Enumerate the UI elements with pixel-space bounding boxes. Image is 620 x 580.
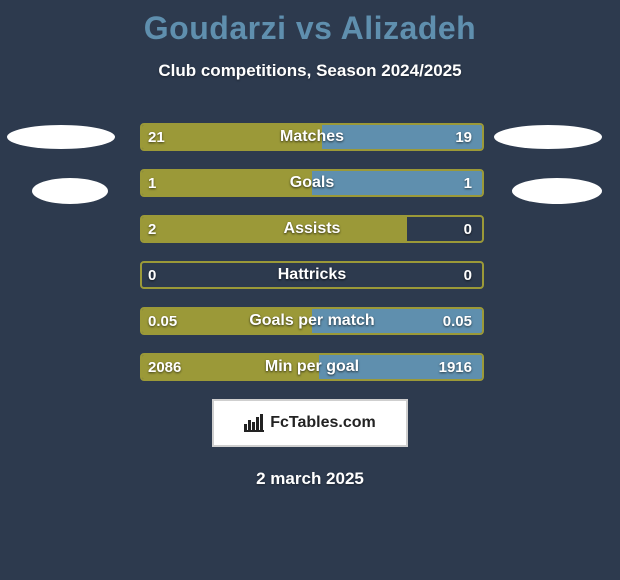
bar-left-fill [142,217,407,241]
comparison-bars: Matches2119Goals11Assists20Hattricks00Go… [0,123,620,379]
stat-value-left: 21 [148,123,165,151]
stat-row: Goals per match0.05 0.05 [0,307,620,333]
stat-value-right: 1 [464,169,472,197]
bar-right-fill [312,171,482,195]
stat-row: Goals1 1 [0,169,620,195]
source-badge-text: FcTables.com [270,414,376,432]
stat-row: Hattricks0 0 [0,261,620,287]
stat-row: Matches21 19 [0,123,620,149]
stat-label: Hattricks [142,263,482,287]
page-title: Goudarzi vs Alizadeh [0,0,620,47]
stat-value-left: 0 [148,261,156,289]
stat-row: Min per goal2086 1916 [0,353,620,379]
bar-track: Goals [140,169,484,197]
bar-chart-icon [244,414,264,432]
stat-value-right: 0.05 [443,307,472,335]
bar-track: Min per goal [140,353,484,381]
stat-value-left: 2 [148,215,156,243]
page-subtitle: Club competitions, Season 2024/2025 [0,61,620,81]
source-badge: FcTables.com [212,399,408,447]
bar-track: Assists [140,215,484,243]
footer-date: 2 march 2025 [0,469,620,489]
bar-track: Matches [140,123,484,151]
bar-track: Hattricks [140,261,484,289]
stat-value-right: 19 [455,123,472,151]
stat-row: Assists2 0 [0,215,620,241]
bar-left-fill [142,171,312,195]
stat-value-left: 0.05 [148,307,177,335]
bar-left-fill [142,125,322,149]
stat-value-left: 2086 [148,353,181,381]
stat-value-left: 1 [148,169,156,197]
comparison-infographic: Goudarzi vs Alizadeh Club competitions, … [0,0,620,580]
bar-track: Goals per match [140,307,484,335]
stat-value-right: 1916 [439,353,472,381]
stat-value-right: 0 [464,215,472,243]
stat-value-right: 0 [464,261,472,289]
